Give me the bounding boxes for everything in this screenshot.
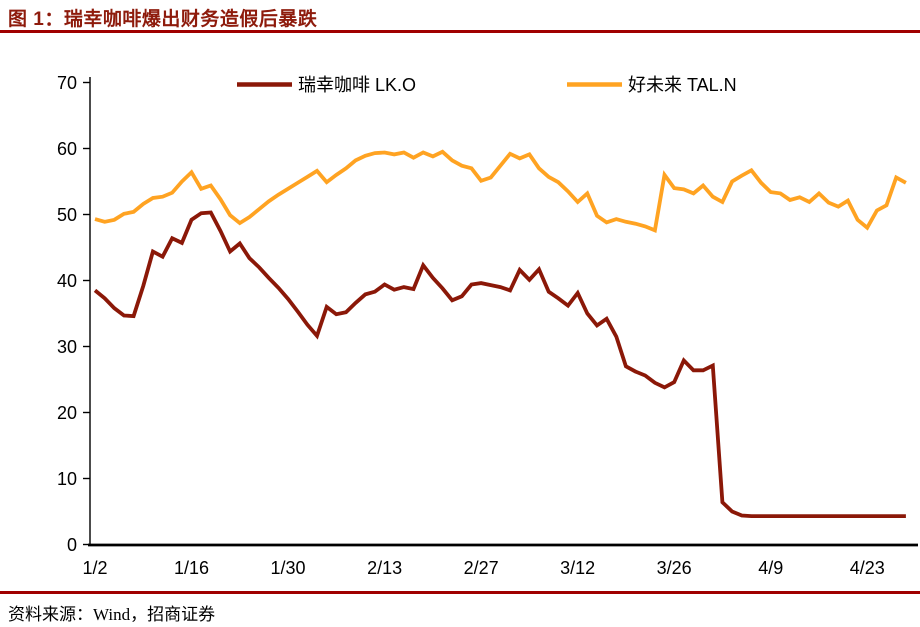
x-tick-label: 1/30: [271, 558, 306, 578]
y-tick-label: 70: [57, 73, 77, 93]
legend-label-tal: 好未来 TAL.N: [628, 75, 737, 95]
source-attribution: 资料来源：Wind，招商证券: [8, 605, 216, 624]
title-underline-rule: [0, 30, 920, 33]
price-line-chart: 0 10 20 30 40 50 60 70 1/2 1/16 1/30 2/13 2/27 3/12 3/…: [57, 73, 918, 578]
x-tick-label: 4/23: [850, 558, 885, 578]
legend-label-luckin: 瑞幸咖啡 LK.O: [298, 75, 416, 95]
figure-title: 图 1：瑞幸咖啡爆出财务造假后暴跌: [8, 9, 318, 30]
x-tick-label: 2/27: [464, 558, 499, 578]
x-tick-label: 3/12: [560, 558, 595, 578]
y-tick-label: 40: [57, 271, 77, 291]
y-tick-label: 50: [57, 205, 77, 225]
y-tick-label: 0: [67, 535, 77, 555]
series-line-tal: [94, 149, 907, 233]
x-tick-label: 1/16: [174, 558, 209, 578]
y-tick-label: 10: [57, 469, 77, 489]
y-tick-label: 20: [57, 403, 77, 423]
x-tick-label: 4/9: [758, 558, 783, 578]
series-line-luckin: [93, 210, 906, 518]
x-tick-label: 1/2: [82, 558, 107, 578]
x-tick-label: 3/26: [657, 558, 692, 578]
y-tick-label: 30: [57, 337, 77, 357]
x-tick-label: 2/13: [367, 558, 402, 578]
footer-rule: [0, 591, 920, 594]
y-tick-label: 60: [57, 139, 77, 159]
